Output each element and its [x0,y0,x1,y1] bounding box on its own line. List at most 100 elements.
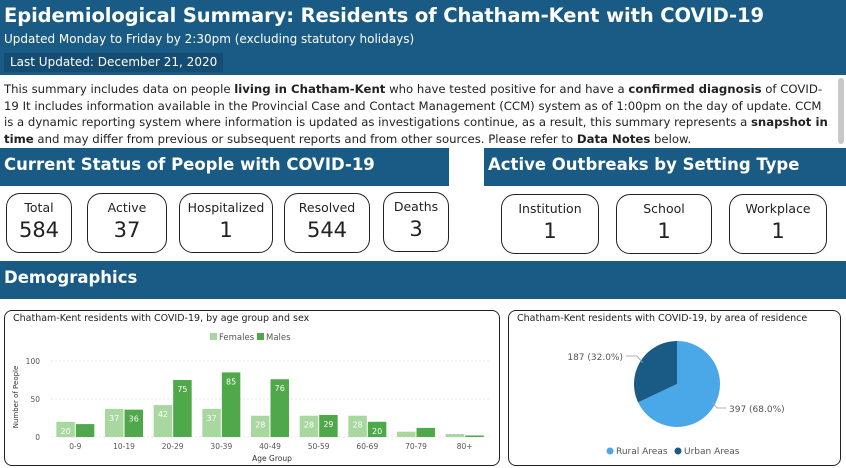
deaths-label: Deaths [393,199,439,214]
bar-females-40-49[interactable] [251,415,270,437]
workplace-label: Workplace [745,201,811,216]
intro-text-2: who have tested positive for and have a [385,82,629,96]
demographics-title: Demographics [4,268,138,287]
active-value: 37 [113,218,141,242]
area-residence-chart-panel: Chatham-Kent residents with COVID-19, by… [508,310,841,466]
y-tick-label: 50 [30,395,40,404]
active-outbreaks-header: Active Outbreaks by Setting Type [484,148,846,186]
legend-swatch-females [210,333,217,340]
x-tick-label: 80+ [457,442,473,451]
bar-females-20-29[interactable] [153,405,173,437]
current-status-title: Current Status of People with COVID-19 [4,155,375,174]
resolved-label: Resolved [298,200,356,215]
bar-males-70-79[interactable] [416,427,436,437]
bar-data-label: 85 [226,377,236,386]
x-tick-label: 20-29 [162,442,184,451]
header-banner: Epidemiological Summary: Residents of Ch… [0,0,846,75]
y-axis-title: Number of People [12,366,20,429]
institution-value: 1 [543,219,557,243]
bar-data-label: 28 [255,421,265,430]
x-tick-label: 10-19 [113,442,135,451]
x-tick-label: 70-79 [405,442,427,451]
demographics-header: Demographics [0,261,846,299]
rural-slice-label: 397 (68.0%) [729,405,785,415]
bar-data-label: 20 [372,427,382,436]
legend-swatch-urban [674,447,682,455]
pie-slice-urban-areas[interactable] [634,341,677,403]
age-sex-chart-title: Chatham-Kent residents with COVID-19, by… [13,313,310,324]
resolved-card: Resolved 544 [284,193,370,253]
workplace-value: 1 [771,219,785,243]
description-scrollbar[interactable] [838,78,844,144]
intro-text-4: and may differ from previous or subseque… [33,131,577,146]
urban-slice-label: 187 (32.0%) [567,353,623,363]
bar-males-50-59[interactable] [319,414,338,437]
age-sex-bar-chart: Females Males Number of People Age Group… [12,333,489,463]
area-residence-pie-chart: 187 (32.0%) 397 (68.0%) Rural Areas Urba… [567,341,785,457]
bar-females-0-9[interactable] [56,421,75,437]
bar-females-30-39[interactable] [202,408,221,437]
x-tick-label: 30-39 [210,442,232,451]
x-tick-label: 40-49 [259,442,281,451]
bar-data-label: 28 [304,421,314,430]
bar-females-10-19[interactable] [105,408,124,437]
x-tick-label: 60-69 [356,442,378,451]
bar-males-40-49[interactable] [270,379,290,437]
legend-swatch-rural [606,447,614,455]
bar-males-60-69[interactable] [367,421,387,437]
bar-data-label: 28 [352,421,362,430]
bar-males-10-19[interactable] [124,409,144,437]
school-value: 1 [657,219,671,243]
active-outbreaks-title: Active Outbreaks by Setting Type [488,155,800,174]
bar-females-80+[interactable] [445,433,465,437]
area-residence-chart-title: Chatham-Kent residents with COVID-19, by… [517,313,808,324]
y-tick-label: 0 [35,433,40,442]
legend-label-females: Females [219,333,255,343]
current-status-header: Current Status of People with COVID-19 [0,148,449,186]
pie-slice-rural-areas[interactable] [638,341,720,427]
bar-data-label: 75 [177,385,187,394]
age-sex-chart-panel: Chatham-Kent residents with COVID-19, by… [4,310,500,466]
summary-description: This summary includes data on people liv… [4,81,832,147]
legend-label-rural: Rural Areas [616,447,668,457]
bar-males-20-29[interactable] [173,380,192,437]
bar-data-label: 42 [158,410,168,419]
total-card: Total 584 [6,193,72,253]
bar-data-label: 29 [323,420,333,429]
intro-text-1: This summary includes data on people [4,82,235,96]
total-value: 584 [18,218,60,242]
legend-label-males: Males [266,333,291,343]
x-tick-label: 50-59 [308,442,330,451]
deaths-value: 3 [409,217,423,241]
hospitalized-label: Hospitalized [187,200,265,215]
legend-swatch-males [257,333,264,340]
workplace-card: Workplace 1 [729,194,827,254]
intro-bold-3: snapshot in time [4,115,828,146]
intro-text-5: below. [650,131,692,146]
page-title: Epidemiological Summary: Residents of Ch… [4,4,764,27]
institution-label: Institution [518,201,582,216]
bar-males-30-39[interactable] [221,372,241,437]
bar-data-label: 37 [109,414,119,423]
school-card: School 1 [616,194,712,254]
bar-data-label: 37 [206,414,216,423]
intro-bold-1: living in Chatham-Kent [234,82,386,96]
bar-males-0-9[interactable] [75,424,95,437]
bar-data-label: 76 [275,384,285,393]
bar-males-80+[interactable] [465,435,484,437]
resolved-value: 544 [306,218,348,242]
last-updated-badge: Last Updated: December 21, 2020 [4,53,224,72]
active-label: Active [107,200,147,215]
hospitalized-value: 1 [219,218,233,242]
rural-leader-line [710,400,726,409]
data-notes-link[interactable]: Data Notes [576,131,651,146]
bar-females-70-79[interactable] [397,431,416,437]
bar-females-60-69[interactable] [348,415,367,437]
legend-label-urban: Urban Areas [684,447,740,457]
intro-bold-2: confirmed diagnosis [628,82,762,96]
x-tick-label: 0-9 [69,442,81,451]
bar-females-50-59[interactable] [299,415,319,437]
total-label: Total [24,200,54,215]
deaths-card: Deaths 3 [383,192,449,252]
urban-leader-line [626,355,644,364]
